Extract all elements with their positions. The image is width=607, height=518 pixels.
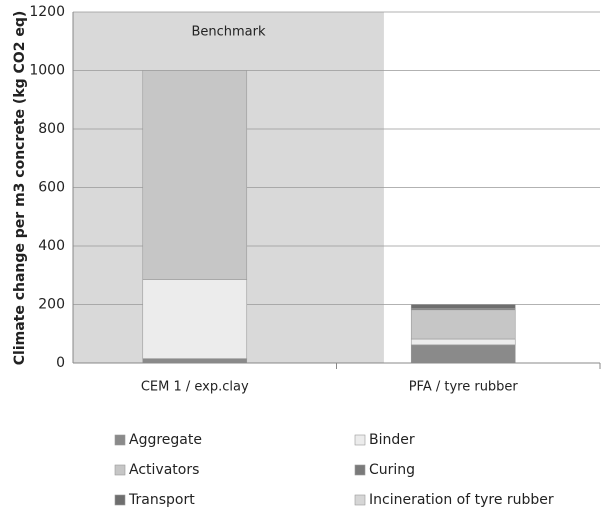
legend-label: Activators — [129, 462, 199, 478]
legend-swatch — [114, 434, 126, 446]
y-tick-label: 1200 — [29, 4, 65, 20]
bar-segment — [142, 358, 248, 364]
legend-label: Binder — [369, 432, 415, 448]
legend-swatch — [354, 464, 366, 476]
bar-segment — [410, 344, 516, 364]
legend-swatch — [114, 464, 126, 476]
y-tick-label: 1000 — [29, 63, 65, 79]
bar-segment — [410, 338, 516, 346]
bar-segment — [410, 304, 516, 309]
x-tick-label: PFA / tyre rubber — [409, 380, 519, 395]
y-tick-label: 200 — [38, 297, 65, 313]
bar-segment — [142, 279, 248, 359]
y-tick-label: 800 — [38, 121, 65, 137]
annotation: Benchmark — [191, 25, 266, 40]
y-tick-label: 600 — [38, 180, 65, 196]
y-tick-label: 0 — [56, 355, 65, 371]
legend-label: Aggregate — [129, 432, 202, 448]
legend-label: Transport — [128, 492, 195, 508]
y-tick-label: 400 — [38, 238, 65, 254]
legend-label: Incineration of tyre rubber — [369, 492, 554, 508]
y-axis-title: Climate change per m3 concrete (kg CO2 e… — [12, 11, 28, 366]
legend-swatch — [354, 434, 366, 446]
legend-swatch — [114, 494, 126, 506]
bar-segment — [142, 70, 248, 280]
x-tick-label: CEM 1 / exp.clay — [141, 380, 249, 395]
legend-label: Curing — [369, 462, 415, 478]
legend-swatch — [354, 494, 366, 506]
bar-segment — [410, 309, 516, 340]
